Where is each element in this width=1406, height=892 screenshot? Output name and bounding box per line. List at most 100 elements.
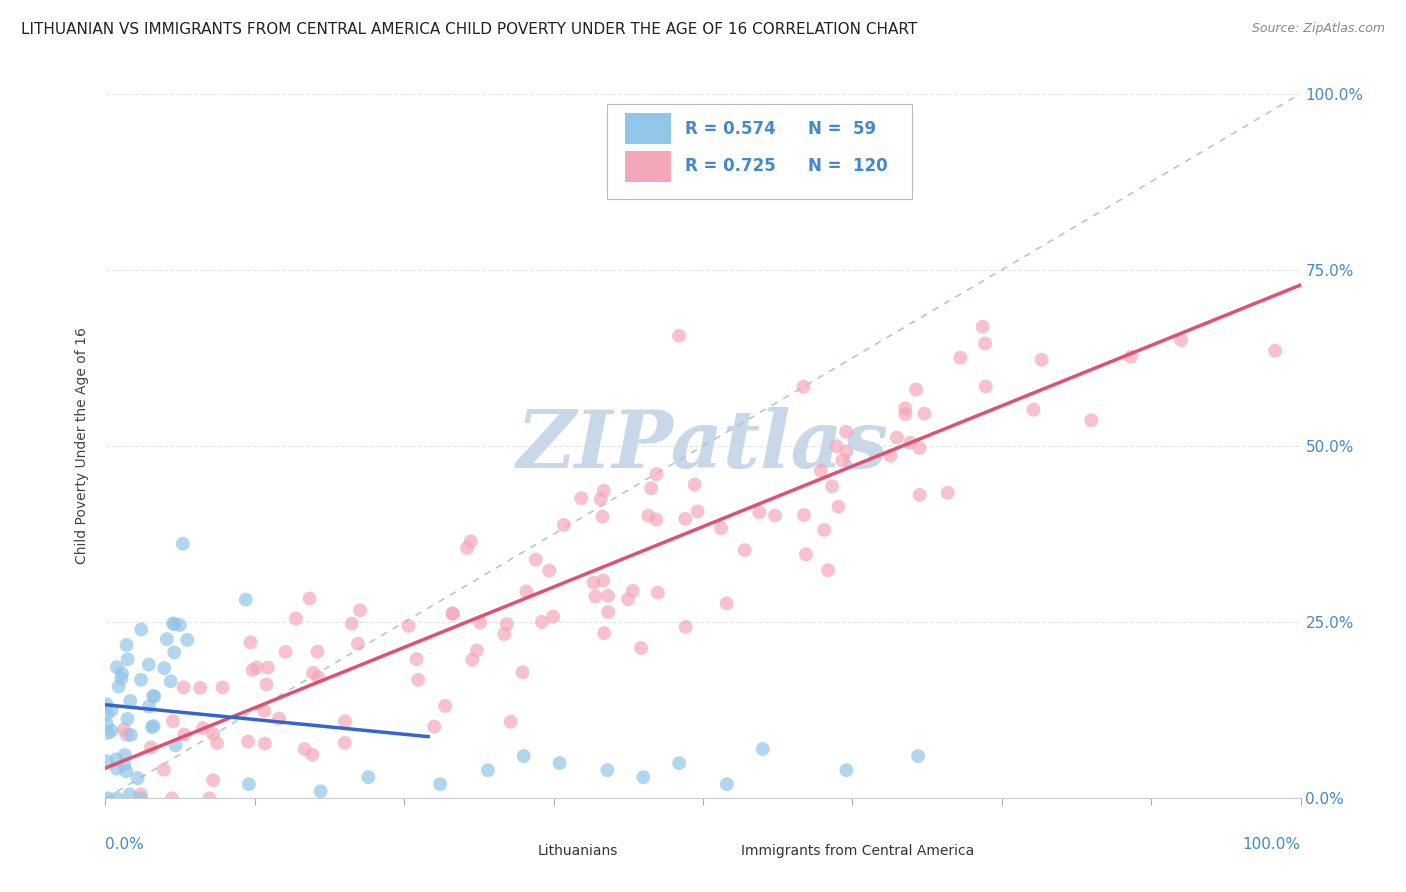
Point bbox=[120, 728, 142, 742]
Point bbox=[1119, 350, 1142, 364]
Point bbox=[238, 777, 260, 791]
Point bbox=[793, 508, 815, 522]
Text: ZIPatlas: ZIPatlas bbox=[517, 408, 889, 484]
Point bbox=[129, 791, 152, 805]
Point bbox=[97, 726, 120, 740]
Text: N =  120: N = 120 bbox=[808, 157, 887, 175]
Point bbox=[111, 666, 134, 681]
Text: 0.0%: 0.0% bbox=[105, 837, 145, 852]
Point bbox=[886, 431, 908, 445]
Point bbox=[165, 739, 187, 753]
Point bbox=[499, 714, 522, 729]
Text: R = 0.725: R = 0.725 bbox=[685, 157, 776, 175]
Point bbox=[441, 607, 464, 621]
Point bbox=[548, 756, 571, 771]
Point bbox=[894, 407, 917, 421]
Text: LITHUANIAN VS IMMIGRANTS FROM CENTRAL AMERICA CHILD POVERTY UNDER THE AGE OF 16 : LITHUANIAN VS IMMIGRANTS FROM CENTRAL AM… bbox=[21, 22, 917, 37]
Point bbox=[734, 543, 756, 558]
Point bbox=[117, 652, 139, 666]
Point bbox=[96, 698, 118, 712]
Point bbox=[810, 464, 832, 478]
Point bbox=[159, 674, 181, 689]
Point bbox=[879, 449, 901, 463]
Point bbox=[173, 727, 195, 741]
Point bbox=[139, 740, 162, 755]
Point bbox=[152, 763, 174, 777]
Point bbox=[115, 728, 138, 742]
Point bbox=[598, 605, 620, 619]
Point bbox=[477, 763, 499, 777]
Point bbox=[211, 681, 233, 695]
Point bbox=[398, 619, 420, 633]
Point bbox=[239, 635, 262, 649]
Point bbox=[827, 500, 849, 514]
Point bbox=[524, 552, 547, 566]
Point bbox=[748, 505, 770, 519]
Point bbox=[673, 512, 696, 526]
Point bbox=[274, 645, 297, 659]
Point bbox=[169, 618, 191, 632]
Point bbox=[675, 620, 697, 634]
Point bbox=[541, 609, 564, 624]
Point bbox=[456, 541, 478, 555]
Point bbox=[905, 383, 928, 397]
Point bbox=[429, 777, 451, 791]
FancyBboxPatch shape bbox=[607, 104, 912, 199]
Point bbox=[340, 616, 363, 631]
Point bbox=[100, 703, 122, 717]
Point bbox=[256, 677, 278, 691]
Point bbox=[96, 754, 118, 768]
Point bbox=[307, 670, 329, 684]
Point bbox=[176, 632, 198, 647]
Point bbox=[716, 596, 738, 610]
Point bbox=[640, 481, 662, 495]
Point bbox=[513, 749, 536, 764]
Point bbox=[333, 714, 356, 729]
Point bbox=[686, 504, 709, 518]
Point bbox=[1170, 333, 1192, 347]
Point bbox=[114, 747, 136, 762]
Point bbox=[112, 723, 135, 737]
Point bbox=[1264, 343, 1286, 358]
Point bbox=[142, 719, 165, 733]
Point bbox=[423, 719, 446, 733]
Point bbox=[1022, 402, 1045, 417]
Point bbox=[138, 657, 160, 672]
Point bbox=[256, 660, 278, 674]
Point bbox=[972, 319, 994, 334]
Point bbox=[515, 584, 537, 599]
Point bbox=[668, 328, 690, 343]
Point bbox=[298, 591, 321, 606]
Point bbox=[127, 771, 149, 785]
Point bbox=[974, 336, 997, 351]
Point bbox=[645, 513, 668, 527]
Bar bbox=[709, 830, 735, 850]
Point bbox=[637, 508, 659, 523]
Point bbox=[582, 575, 605, 590]
Point bbox=[591, 509, 613, 524]
Point bbox=[162, 616, 184, 631]
Point bbox=[245, 660, 267, 674]
Point bbox=[949, 351, 972, 365]
Point bbox=[142, 689, 165, 703]
Point bbox=[160, 791, 183, 805]
Point bbox=[307, 645, 329, 659]
Point bbox=[792, 380, 814, 394]
Point bbox=[468, 615, 491, 630]
Point bbox=[141, 720, 163, 734]
Point bbox=[198, 791, 221, 805]
Point bbox=[794, 547, 817, 561]
Point bbox=[96, 707, 118, 722]
Text: Lithuanians: Lithuanians bbox=[538, 844, 619, 858]
Point bbox=[593, 626, 616, 640]
Point bbox=[163, 645, 186, 659]
Point bbox=[835, 444, 858, 458]
Point bbox=[188, 681, 211, 695]
Point bbox=[253, 704, 276, 718]
Point bbox=[405, 652, 427, 666]
Point bbox=[908, 488, 931, 502]
Point bbox=[105, 660, 128, 674]
Text: Immigrants from Central America: Immigrants from Central America bbox=[741, 844, 974, 858]
Point bbox=[460, 534, 482, 549]
Point bbox=[117, 712, 139, 726]
